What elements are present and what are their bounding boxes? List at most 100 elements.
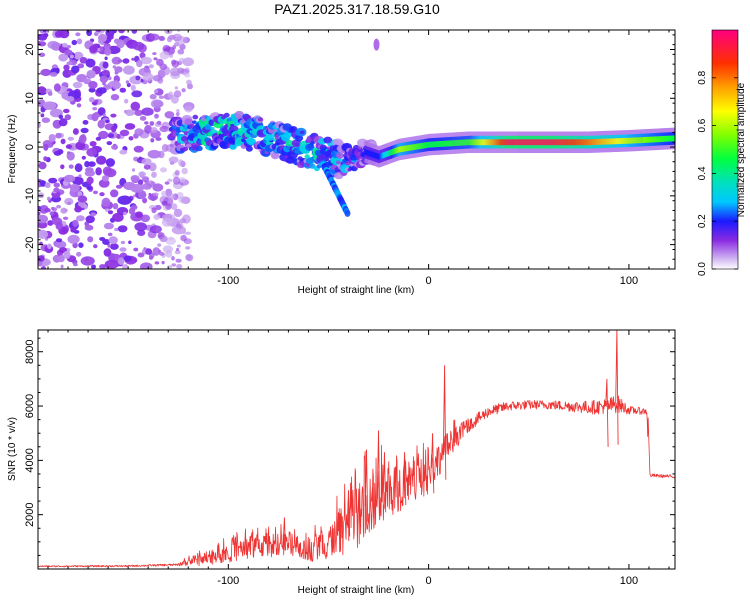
ridge-band-core <box>627 137 630 144</box>
ridge-band-core <box>390 149 392 156</box>
ridge-band-core <box>431 141 433 148</box>
ridge-band-core <box>619 138 622 144</box>
noise-blob <box>159 63 168 70</box>
ridge-band-core <box>569 139 571 146</box>
ridge-band-core <box>511 139 513 146</box>
noise-blob <box>62 216 69 220</box>
noise-blob <box>114 66 123 73</box>
noise-blob <box>92 107 98 111</box>
ridge-band-core <box>395 147 397 154</box>
snr-spike <box>370 487 375 519</box>
noise-blob <box>38 229 48 239</box>
noise-blob <box>122 58 130 64</box>
noise-blob <box>166 36 173 43</box>
noise-blob <box>43 30 47 33</box>
noise-blob <box>90 212 96 217</box>
ridge-band-core <box>375 152 377 159</box>
noise-blob <box>139 52 146 59</box>
ridge-band-core <box>654 136 656 143</box>
ridge-band-core <box>467 139 469 146</box>
noise-blob <box>38 255 45 262</box>
ridge-band-core <box>497 139 499 146</box>
noise-blob <box>105 119 110 124</box>
noise-blob <box>165 203 172 210</box>
ridge-band-core <box>663 136 665 142</box>
ridge-band-core <box>457 139 459 146</box>
ridge-band-core <box>399 146 401 153</box>
noise-blob <box>143 164 151 170</box>
ridge-band-core <box>498 139 500 146</box>
spectrogram-y-tick-label: -20 <box>24 237 36 253</box>
ridge-band-core <box>632 137 635 144</box>
ridge-band-core <box>416 143 418 150</box>
noise-blob <box>164 111 175 119</box>
ridge-blob <box>210 126 215 131</box>
ridge-band-core <box>368 150 370 157</box>
ridge-band-core <box>583 139 586 146</box>
noise-blob <box>149 228 155 233</box>
noise-blob <box>141 107 154 116</box>
ridge-band-core <box>481 139 483 146</box>
ridge-band-core <box>449 140 451 147</box>
ridge-band-core <box>484 139 486 146</box>
noise-blob <box>67 234 80 244</box>
snr-spike <box>364 449 369 522</box>
ridge-band-core <box>665 135 667 142</box>
spectrogram-x-ticks: -100 0 100 <box>47 30 670 287</box>
ridge-band-core <box>391 149 393 155</box>
ridge-band-core <box>364 149 366 155</box>
noise-blob <box>119 87 127 93</box>
noise-blob <box>178 57 185 64</box>
ridge-band-core <box>578 139 580 146</box>
noise-blob <box>154 113 159 119</box>
noise-blob <box>88 161 96 167</box>
noise-blob <box>161 190 167 197</box>
noise-blob <box>159 51 170 60</box>
ridge-band-core <box>611 138 614 145</box>
noise-blob <box>85 215 95 224</box>
ridge-band-core <box>586 139 589 146</box>
colorbar-tick-label: 0.6 <box>697 118 708 132</box>
ridge-band-core <box>486 139 488 146</box>
ridge-blob <box>271 152 280 160</box>
noise-blob <box>152 247 161 256</box>
ridge-band-core <box>493 139 495 146</box>
ridge-band-core <box>396 147 398 154</box>
noise-blob <box>115 184 123 189</box>
noise-blob <box>102 239 111 245</box>
noise-blob <box>373 38 380 51</box>
noise-blob <box>174 250 181 255</box>
colorbar-tick-label: 0.0 <box>697 262 708 276</box>
noise-blob <box>176 244 181 248</box>
noise-blob <box>44 237 49 241</box>
noise-blob <box>41 266 46 269</box>
ridge-band-core <box>584 139 587 146</box>
noise-blob <box>171 225 186 235</box>
ridge-band-core <box>562 139 564 146</box>
noise-blob <box>38 86 47 94</box>
ridge-band-core <box>661 136 663 142</box>
noise-blob <box>38 161 47 170</box>
ridge-band-core <box>405 145 407 152</box>
ridge-band-core <box>478 139 480 146</box>
noise-blob <box>63 174 76 183</box>
noise-blob <box>105 158 115 167</box>
ridge-band-core <box>549 139 551 146</box>
noise-blob <box>63 108 70 114</box>
noise-blob <box>147 149 161 159</box>
ridge-band-core <box>429 141 431 148</box>
noise-blob <box>110 113 117 118</box>
noise-blob <box>172 33 183 42</box>
noise-blob <box>79 57 88 64</box>
noise-blob <box>171 263 177 267</box>
noise-blob <box>73 51 84 60</box>
ridge-band-core <box>539 139 541 146</box>
ridge-band-core <box>397 146 399 153</box>
noise-blob <box>38 192 45 199</box>
noise-blob <box>140 78 144 83</box>
ridge-band-core <box>595 139 598 145</box>
ridge-band-core <box>432 141 434 148</box>
noise-blob <box>152 52 157 56</box>
spectrogram-x-label: Height of straight line (km) <box>298 285 415 296</box>
